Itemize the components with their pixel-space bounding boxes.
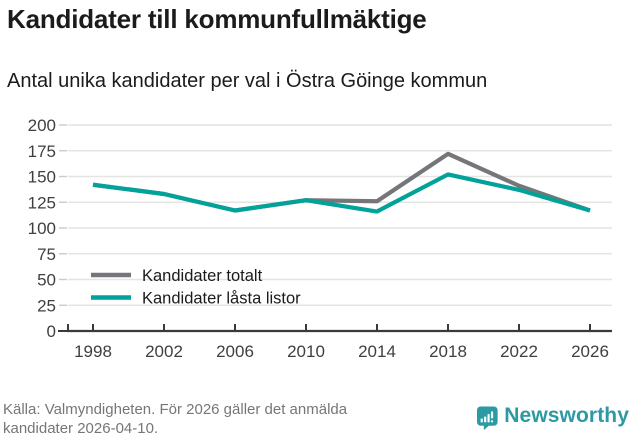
- y-tick-label: 100: [28, 219, 56, 238]
- newsworthy-logo[interactable]: Newsworthy: [477, 401, 629, 437]
- chart-subtitle: Antal unika kandidater per val i Östra G…: [7, 70, 488, 92]
- x-tick-label: 2014: [358, 342, 396, 361]
- y-tick-label: 150: [28, 168, 56, 187]
- bar-chart-speech-bubble-icon: [477, 406, 498, 431]
- y-tick-label: 0: [47, 322, 56, 341]
- x-tick-label: 2018: [429, 342, 467, 361]
- source-note-line: kandidater 2026-04-10.: [3, 420, 159, 437]
- legend-label: Kandidater totalt: [142, 267, 263, 285]
- series-line-1: [92, 172, 591, 214]
- x-tick-label: 2026: [571, 342, 609, 361]
- source-note-line: Källa: Valmyndigheten. För 2026 gäller d…: [3, 401, 348, 418]
- y-tick-label: 200: [28, 116, 56, 135]
- x-tick-label: 2006: [216, 342, 254, 361]
- x-tick-label: 1998: [74, 342, 112, 361]
- y-tick-label: 175: [28, 142, 56, 161]
- x-tick-label: 2002: [145, 342, 183, 361]
- source-note: Källa: Valmyndigheten. För 2026 gäller d…: [3, 400, 433, 438]
- y-tick-label: 25: [37, 296, 56, 315]
- legend-label: Kandidater låsta listor: [142, 290, 301, 308]
- y-tick-label: 50: [37, 271, 56, 290]
- y-tick-label: 75: [37, 245, 56, 264]
- x-tick-label: 2022: [500, 342, 538, 361]
- newsworthy-wordmark: Newsworthy: [504, 404, 629, 427]
- y-tick-label: 125: [28, 193, 56, 212]
- page-title: Kandidater till kommunfullmäktige: [7, 4, 427, 34]
- x-tick-label: 2010: [287, 342, 325, 361]
